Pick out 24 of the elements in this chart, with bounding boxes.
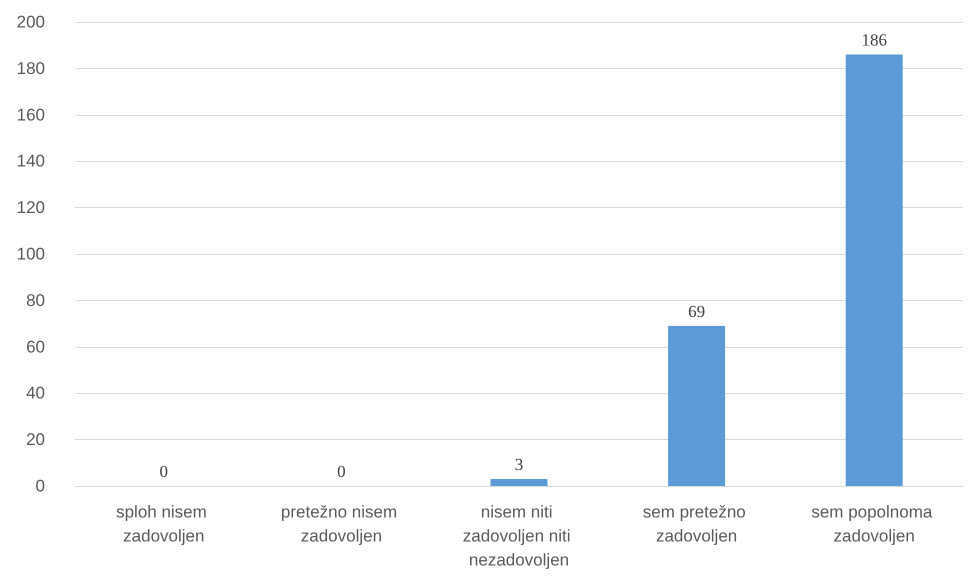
x-tick-label: sploh nisem zadovoljen (116, 502, 212, 546)
y-tick-label: 140 (16, 152, 45, 171)
y-tick-label: 160 (16, 105, 45, 124)
bar (490, 479, 548, 486)
y-tick-label: 20 (26, 430, 45, 450)
x-tick-label: pretežno nisem zadovoljen (280, 502, 402, 546)
data-label: 3 (514, 455, 524, 474)
y-tick-label: 200 (16, 12, 45, 32)
data-label: 69 (688, 302, 706, 321)
y-tick-label: 0 (36, 476, 45, 496)
y-tick-label: 60 (26, 337, 45, 356)
y-tick-label: 80 (26, 290, 45, 310)
bar (846, 54, 903, 486)
x-tick-label: sem popolnoma zadovoljen (811, 502, 938, 546)
x-tick-label: sem pretežno zadovoljen (642, 502, 750, 546)
y-tick-label: 100 (16, 244, 45, 264)
y-tick-label: 180 (16, 58, 45, 78)
data-label: 0 (337, 462, 346, 481)
y-tick-label: 120 (16, 198, 45, 218)
y-tick-label: 40 (26, 384, 45, 403)
data-label: 186 (861, 30, 887, 50)
x-tick-label: nisem niti zadovoljen niti nezadovoljen (462, 502, 576, 570)
bar (668, 326, 726, 486)
data-label: 0 (160, 462, 168, 481)
